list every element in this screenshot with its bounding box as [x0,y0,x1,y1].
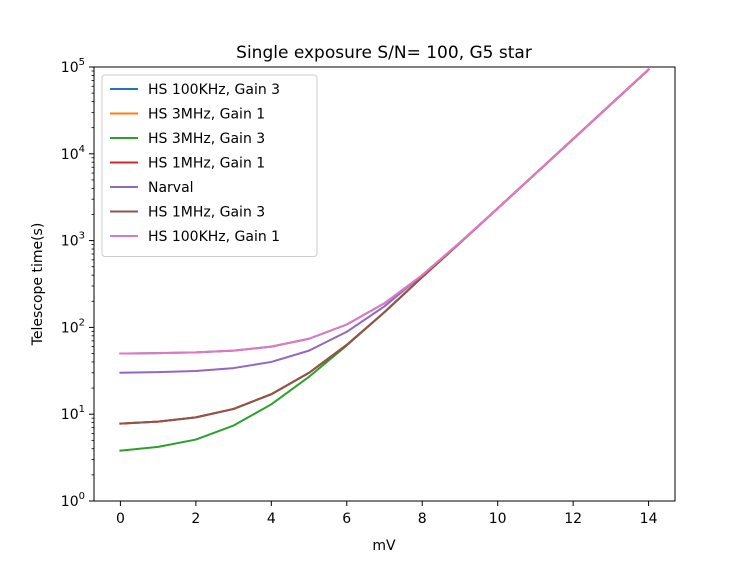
y-tick-exponent: 4 [79,144,85,155]
y-tick-exponent: 0 [79,491,85,502]
x-tick-label: 8 [418,511,427,527]
y-tick-base: 10 [61,60,79,76]
y-tick-label: 105 [61,57,85,76]
y-tick-label: 101 [61,404,85,423]
y-tick-label: 102 [61,317,85,336]
x-tick-label: 10 [489,511,507,527]
y-tick-base: 10 [61,407,79,423]
chart-title: Single exposure S/N= 100, G5 star [236,43,532,63]
y-axis-label: Telescope time(s) [30,223,46,347]
series-layer [119,68,651,452]
y-tick-exponent: 1 [79,404,85,415]
x-axis-label: mV [372,538,396,554]
legend-label: HS 1MHz, Gain 1 [148,156,265,172]
plot-frame [93,66,676,502]
legend-label: HS 3MHz, Gain 3 [148,131,265,147]
x-tick-label: 14 [640,511,658,527]
y-tick-exponent: 5 [79,57,85,68]
legend-label: HS 1MHz, Gain 3 [148,205,265,221]
y-tick-exponent: 2 [79,317,85,328]
legend-label: Narval [148,180,194,196]
legend-label: HS 100KHz, Gain 3 [148,82,280,98]
y-tick-base: 10 [61,494,79,510]
y-tick-base: 10 [61,147,79,163]
y-tick-label: 103 [61,231,85,250]
legend-box [101,74,318,257]
x-tick-label: 6 [342,511,351,527]
y-tick-label: 100 [61,491,85,510]
legend-label: HS 100KHz, Gain 1 [148,229,280,245]
y-tick-base: 10 [61,234,79,250]
x-tick-label: 4 [267,511,276,527]
legend: HS 100KHz, Gain 3 HS 3MHz, Gain 1 HS 3MHz,… [101,74,318,257]
y-tick-exponent: 3 [79,231,85,242]
legend-label: HS 3MHz, Gain 1 [148,107,265,123]
y-tick-label: 104 [61,144,85,163]
x-tick-label: 2 [191,511,200,527]
x-tick-label: 12 [564,511,582,527]
x-tick-label: 0 [116,511,125,527]
y-tick-base: 10 [61,320,79,336]
series-line [119,68,651,355]
